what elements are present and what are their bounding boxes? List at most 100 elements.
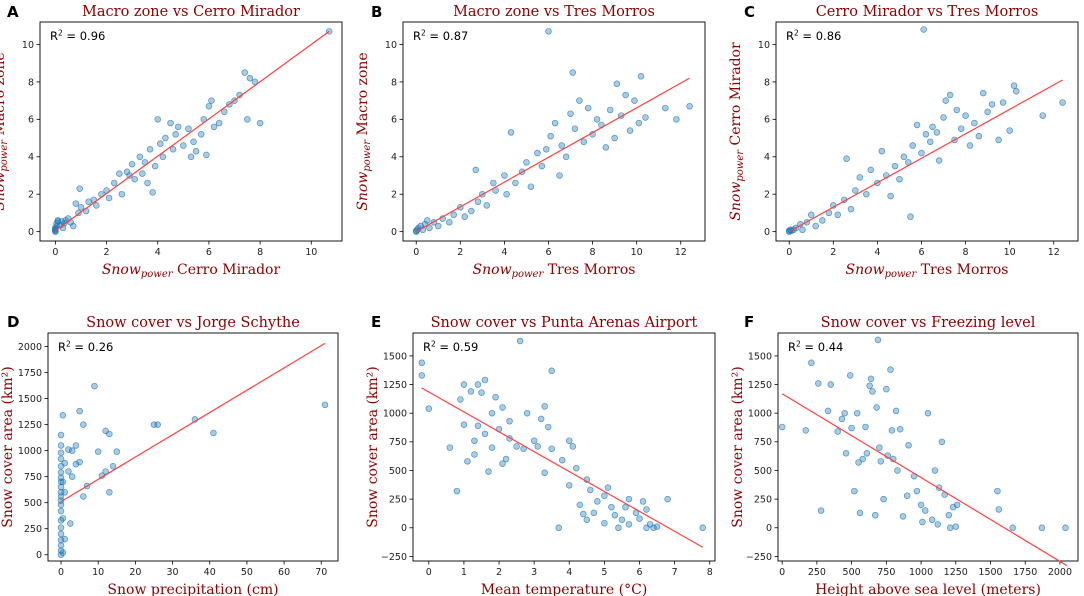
data-point	[587, 486, 594, 494]
data-point	[543, 146, 550, 153]
data-point	[541, 403, 548, 410]
data-point	[57, 469, 65, 476]
data-point	[1010, 82, 1018, 89]
data-point	[853, 409, 861, 417]
data-point	[856, 509, 864, 517]
data-point	[76, 407, 83, 415]
y-axis-label: Snow cover area (km²)	[730, 366, 746, 528]
data-point	[883, 385, 890, 393]
data-point	[499, 404, 506, 411]
data-point	[244, 116, 251, 123]
x-tick-label: 4	[874, 247, 880, 258]
panel-b: B Macro zone vs Tres Morros 0 2 4 6 8 10 12 0 2 4 6 8…	[355, 3, 706, 280]
data-point	[613, 80, 621, 88]
x-tick-label: 0	[413, 247, 419, 258]
x-tick-label: 6	[206, 247, 212, 258]
x-tick-label: 5	[601, 567, 607, 578]
x-tick-label: 1000	[909, 567, 933, 578]
data-point	[995, 506, 1003, 513]
data-point	[461, 213, 468, 220]
data-point	[778, 423, 786, 431]
data-point	[896, 425, 904, 433]
data-point	[94, 448, 102, 455]
data-point	[625, 521, 633, 528]
data-point	[128, 161, 136, 168]
data-point	[601, 519, 608, 527]
x-tick-label: 12	[1048, 247, 1060, 258]
data-point	[502, 455, 510, 463]
data-point	[896, 175, 903, 183]
data-point	[154, 421, 161, 428]
data-point	[106, 430, 113, 438]
data-point	[929, 123, 936, 131]
x-tick-label: 8	[963, 247, 969, 258]
data-point	[802, 427, 810, 434]
y-tick-label: 500	[24, 498, 42, 509]
data-point	[418, 359, 426, 367]
x-tick-label: 0	[786, 247, 792, 258]
x-tick-label: 50	[241, 567, 253, 578]
y-axis-label: Snow cover area (km²)	[365, 366, 381, 528]
data-point	[699, 524, 706, 532]
data-point	[118, 190, 126, 198]
data-point	[523, 159, 530, 166]
data-point	[867, 166, 875, 174]
data-point	[843, 155, 850, 162]
data-point	[425, 405, 433, 412]
data-point	[146, 146, 154, 153]
data-point	[180, 142, 187, 149]
data-point	[151, 162, 159, 170]
y-tick-label: −250	[746, 552, 772, 563]
data-point	[77, 204, 85, 211]
data-point	[945, 511, 953, 519]
data-point	[76, 458, 83, 466]
x-tick-label: 12	[675, 247, 687, 258]
x-tick-label: 8	[590, 247, 596, 258]
data-point	[1062, 524, 1069, 532]
x-tick-label: 3	[531, 567, 537, 578]
data-point	[57, 507, 65, 515]
plot-frame	[777, 332, 1079, 562]
plot-frame	[39, 21, 343, 242]
data-point	[468, 207, 475, 215]
y-tick-label: 1000	[748, 409, 772, 420]
y-tick-label: 8	[764, 77, 770, 88]
data-point	[819, 217, 826, 224]
data-point	[851, 487, 858, 495]
data-point	[622, 91, 629, 99]
data-point	[169, 146, 177, 153]
x-tick-label: 2	[496, 567, 502, 578]
data-point	[481, 376, 489, 384]
chart-title: Macro zone vs Cerro Mirador	[82, 4, 300, 20]
data-point	[876, 444, 883, 451]
data-point	[61, 459, 68, 467]
data-point	[457, 396, 464, 403]
data-point	[866, 382, 873, 389]
x-tick-label: 1	[461, 567, 467, 578]
data-point	[80, 421, 87, 428]
data-point	[903, 492, 911, 499]
x-tick-label: 7	[672, 567, 678, 578]
data-point	[162, 134, 169, 142]
chart-title: Cerro Mirador vs Tres Morros	[816, 4, 1039, 20]
data-point	[174, 123, 182, 131]
data-point	[639, 498, 647, 505]
data-point	[159, 153, 167, 161]
data-point	[913, 487, 921, 495]
data-point	[210, 123, 218, 131]
data-point	[874, 336, 882, 344]
panel-f: F Snow cover vs Freezing level 0 250 500 750 1…	[730, 313, 1079, 596]
data-point	[157, 140, 164, 147]
data-point	[516, 337, 524, 345]
data-point	[197, 131, 205, 138]
y-tick-label: 1500	[748, 351, 772, 362]
data-point	[453, 487, 461, 495]
data-point	[136, 153, 144, 161]
data-point	[913, 121, 921, 129]
data-point	[924, 409, 932, 417]
x-axis-label: Snow precipitation (cm)	[107, 582, 278, 596]
x-tick-label: 2	[830, 247, 836, 258]
data-point	[642, 114, 649, 121]
y-tick-label: 500	[389, 466, 407, 477]
